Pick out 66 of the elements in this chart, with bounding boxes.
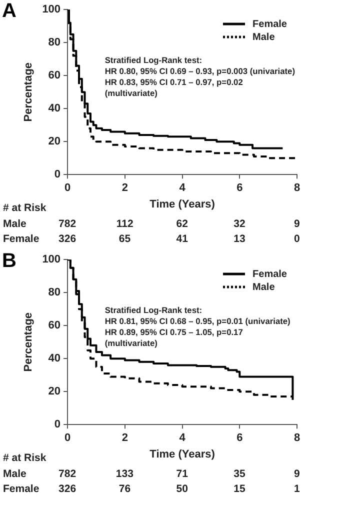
x-tick-label: 6 xyxy=(236,432,243,444)
annotation: HR 0.83, 95% CI 0.71 – 0.97, p=0.02 xyxy=(104,76,244,88)
annotation: Stratified Log-Rank test: xyxy=(104,304,204,316)
y-tick-label: 20 xyxy=(48,386,61,398)
text: 65 xyxy=(118,233,131,245)
annotation: HR 0.80, 95% CI 0.69 – 0.93, p=0.003 (univariate) xyxy=(104,66,295,77)
y-tick-label: 100 xyxy=(42,4,61,16)
y-tick-label: 80 xyxy=(48,286,61,299)
annotation: (multivariate) xyxy=(104,338,158,349)
text: Male xyxy=(3,218,26,230)
x-tick-label: 4 xyxy=(179,432,186,444)
y-tick-label: 40 xyxy=(48,352,61,365)
text: 782 xyxy=(58,468,76,480)
text: # at Risk xyxy=(3,202,46,214)
x-tick-label: 6 xyxy=(236,182,243,194)
y-tick-label: 0 xyxy=(54,168,61,181)
legend-label: Male xyxy=(252,32,275,43)
text: 326 xyxy=(58,483,76,495)
text: # at Risk xyxy=(3,452,46,464)
legend-label: Female xyxy=(252,268,287,280)
annotation: HR 0.81, 95% CI 0.68 – 0.95, p=0.01 (univariate) xyxy=(104,316,290,327)
x-tick-label: 4 xyxy=(179,182,186,194)
x-tick-label: 8 xyxy=(294,432,300,444)
text: Male xyxy=(3,468,26,480)
text: 13 xyxy=(234,233,246,245)
text: 112 xyxy=(116,218,134,230)
text: 0 xyxy=(294,233,300,245)
y-tick-label: 80 xyxy=(48,36,61,49)
text: 41 xyxy=(176,233,188,245)
text: 782 xyxy=(58,218,76,230)
y-tick-label: 40 xyxy=(48,102,61,115)
text: 9 xyxy=(294,218,300,230)
text: 76 xyxy=(118,483,131,495)
x-tick-label: 8 xyxy=(294,182,300,194)
x-tick-label: 2 xyxy=(122,182,128,194)
annotation: Stratified Log-Rank test: xyxy=(104,54,204,66)
text: 71 xyxy=(176,468,188,480)
x-tick-label: 2 xyxy=(122,432,128,444)
text: 15 xyxy=(234,483,246,495)
text: 32 xyxy=(234,218,246,230)
y-tick-label: 0 xyxy=(54,418,61,431)
y-axis-title: Percentage xyxy=(22,312,35,372)
y-tick-label: 60 xyxy=(48,70,61,82)
text: 50 xyxy=(176,483,188,495)
legend-label: Male xyxy=(252,282,275,293)
text: 9 xyxy=(294,468,300,480)
annotation: HR 0.89, 95% CI 0.75 – 1.05, p=0.17 xyxy=(104,326,244,338)
text: 133 xyxy=(116,468,134,480)
y-tick-label: 100 xyxy=(42,254,61,266)
legend-label: Female xyxy=(252,18,287,30)
y-axis-title: Percentage xyxy=(22,62,35,122)
x-tick-label: 0 xyxy=(64,182,71,194)
text: Female xyxy=(3,233,40,245)
chart-title: A xyxy=(2,0,16,23)
x-tick-label: 0 xyxy=(64,432,71,444)
x-axis-title: Time (Years) xyxy=(150,448,216,460)
text: 326 xyxy=(58,233,76,245)
y-tick-label: 20 xyxy=(48,136,61,148)
text: Female xyxy=(3,483,40,495)
x-axis-title: Time (Years) xyxy=(150,198,216,210)
annotation: (multivariate) xyxy=(104,88,158,99)
text: 1 xyxy=(294,483,300,495)
text: 35 xyxy=(234,468,246,480)
text: 62 xyxy=(176,218,188,230)
chart-title: B xyxy=(2,250,16,273)
y-tick-label: 60 xyxy=(48,320,61,332)
